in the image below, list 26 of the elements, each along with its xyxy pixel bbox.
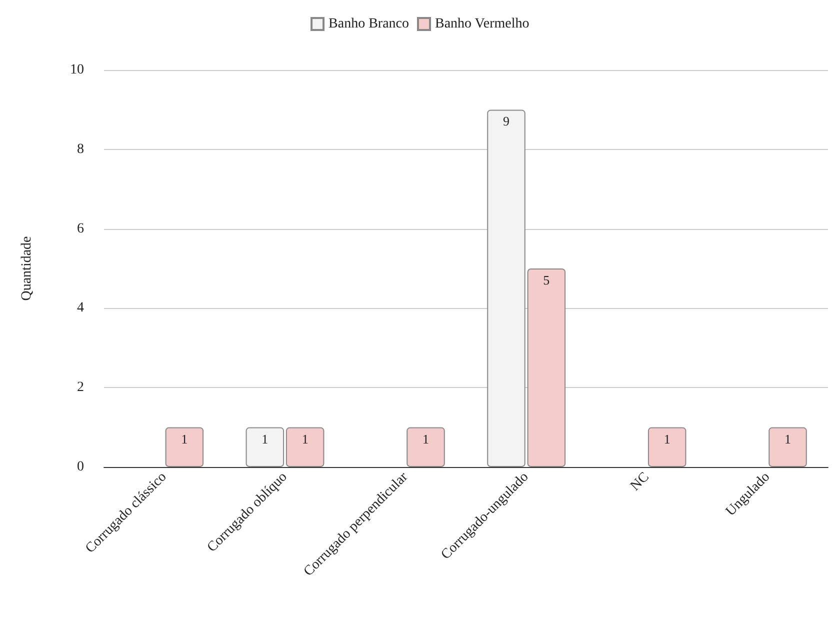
bar — [286, 427, 324, 467]
y-tick-label: 4 — [77, 300, 84, 316]
data-label: 9 — [502, 114, 510, 129]
bar — [165, 427, 204, 467]
data-label: 1 — [181, 431, 188, 446]
bar — [648, 427, 686, 467]
legend-label: Banho Vermelho — [435, 16, 530, 32]
y-tick-label: 8 — [77, 142, 84, 157]
data-label: 5 — [543, 272, 550, 288]
data-label: 1 — [302, 431, 308, 446]
bar — [487, 110, 526, 467]
y-tick-label: 2 — [77, 380, 84, 396]
legend-label: Banho Branco — [328, 16, 410, 32]
data-label: 1 — [664, 431, 670, 446]
bar — [527, 268, 566, 467]
bar — [768, 427, 807, 467]
y-tick-label: 6 — [77, 221, 84, 236]
y-tick-label: 10 — [70, 62, 84, 78]
data-label: 1 — [784, 431, 792, 446]
y-tick-label: 0 — [77, 460, 84, 474]
y-axis-title: Quantidade — [20, 236, 34, 301]
bar — [406, 427, 445, 467]
x-tick-label: NC — [628, 470, 652, 494]
data-label: 1 — [422, 431, 430, 446]
bar — [246, 427, 284, 467]
data-label: 1 — [262, 431, 268, 446]
